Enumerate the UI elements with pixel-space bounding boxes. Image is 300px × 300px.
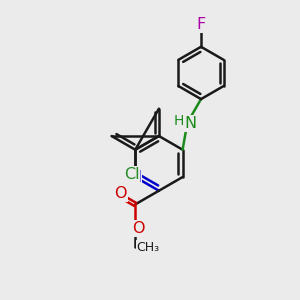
Text: O: O — [133, 221, 145, 236]
Text: N: N — [129, 169, 141, 184]
Text: F: F — [196, 17, 206, 32]
Text: Cl: Cl — [124, 167, 140, 182]
Text: N: N — [184, 116, 196, 131]
Text: CH₃: CH₃ — [137, 241, 160, 254]
Text: H: H — [174, 114, 184, 128]
Text: O: O — [114, 186, 127, 201]
